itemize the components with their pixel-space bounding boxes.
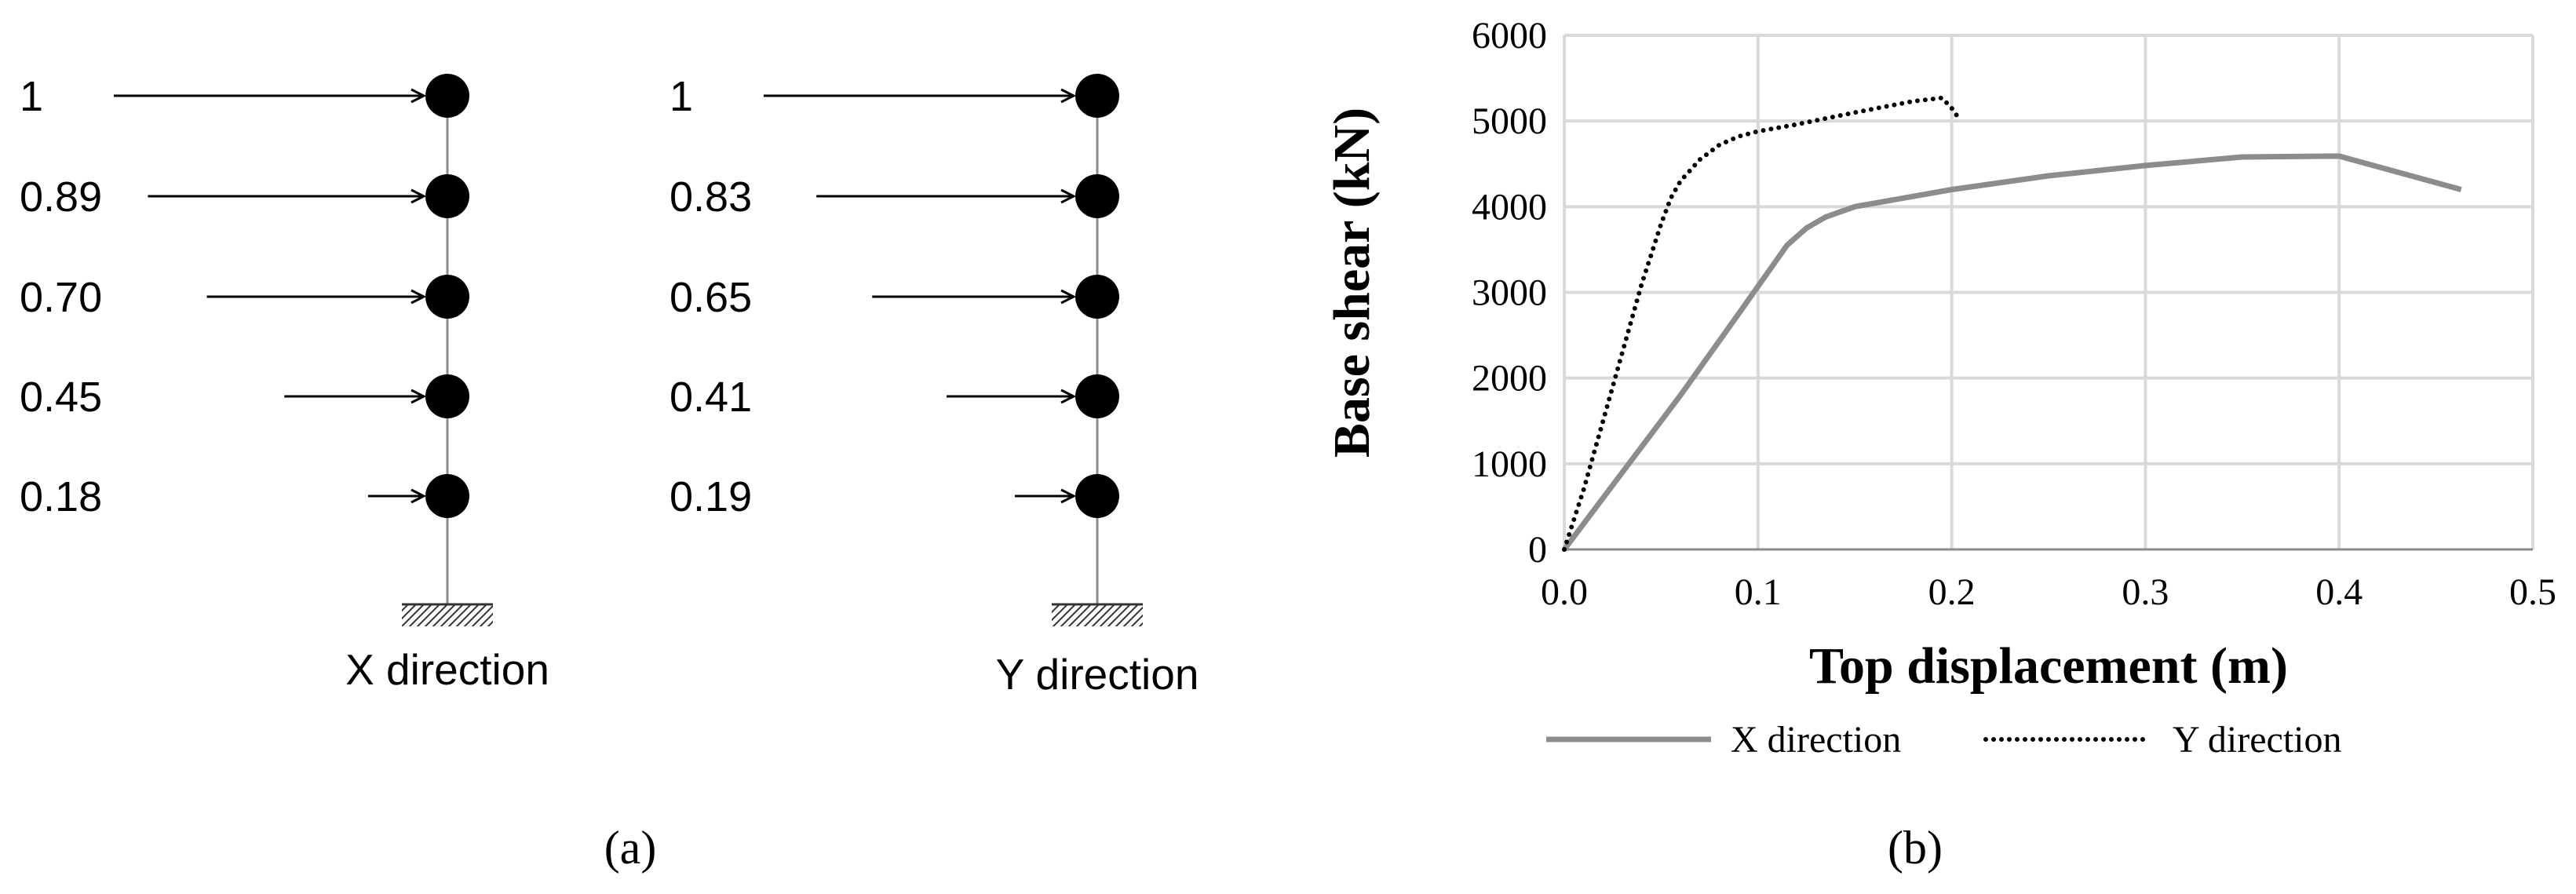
- load-column-x: 1 0.89 0.70 0.45 0.18: [20, 73, 493, 626]
- panel-a-caption: (a): [604, 822, 657, 874]
- direction-label-x: X direction: [345, 645, 549, 694]
- load-factor-label-x-direction: 0.18: [20, 473, 102, 520]
- floor-node-y-direction: [1075, 474, 1119, 518]
- y-tick-label: 4000: [1472, 186, 1547, 228]
- x-tick-label: 0.5: [2509, 571, 2556, 613]
- x-tick-label: 0.2: [1928, 571, 1976, 613]
- y-tick-label: 6000: [1472, 15, 1547, 57]
- floor-node-x-direction: [425, 275, 469, 319]
- x-tick-label: 0.3: [2122, 571, 2169, 613]
- y-tick-label: 2000: [1472, 358, 1547, 400]
- y-tick-label: 3000: [1472, 272, 1547, 314]
- load-factor-label-x-direction: 0.45: [20, 374, 102, 421]
- load-factor-label-y-direction: 0.83: [670, 173, 752, 221]
- x-tick-label: 0.1: [1735, 571, 1782, 613]
- x-tick-labels: 0.0 0.1 0.2 0.3 0.4 0.5: [1541, 571, 2556, 613]
- fixed-support-y-direction: [1052, 604, 1143, 626]
- y-tick-label: 5000: [1472, 100, 1547, 142]
- load-factor-label-y-direction: 0.19: [670, 473, 752, 520]
- y-tick-labels: 0 1000 2000 3000 4000 5000 6000: [1472, 15, 1547, 571]
- fixed-support-x-direction: [402, 604, 493, 626]
- floor-node-x-direction: [425, 74, 469, 118]
- y-axis-title: Base shear (kN): [1323, 108, 1381, 458]
- floor-node-x-direction: [425, 374, 469, 418]
- load-factor-label-y-direction: 0.41: [670, 374, 752, 421]
- load-column-y: 1 0.83 0.65 0.41 0.19: [670, 73, 1143, 626]
- load-factor-label-y-direction: 0.65: [670, 274, 752, 321]
- load-factor-label-x-direction: 0.89: [20, 173, 102, 221]
- floor-node-y-direction: [1075, 74, 1119, 118]
- panel-a: 1 0.89 0.70 0.45 0.18 1 0.83 0.65 0.41 0.19 X di…: [20, 73, 1199, 874]
- load-factor-label-y-direction: 1: [670, 73, 693, 120]
- gridlines: [1563, 34, 2534, 549]
- floor-node-x-direction: [425, 174, 469, 218]
- y-tick-label: 0: [1528, 529, 1547, 571]
- direction-label-y: Y direction: [996, 650, 1199, 699]
- floor-node-y-direction: [1075, 374, 1119, 418]
- legend-label-y-direction: Y direction: [2173, 719, 2341, 761]
- legend-label-x-direction: X direction: [1731, 719, 1901, 761]
- series-line-y-direction: [1562, 95, 1962, 552]
- legend: X direction Y direction: [1546, 719, 2341, 761]
- floor-node-y-direction: [1075, 174, 1119, 218]
- series-layer: [1562, 95, 2462, 552]
- x-tick-label: 0.0: [1541, 571, 1588, 613]
- y-tick-label: 1000: [1472, 443, 1547, 485]
- x-tick-label: 0.4: [2315, 571, 2363, 613]
- series-line-x-direction: [1562, 153, 2462, 552]
- panel-b-caption: (b): [1888, 822, 1943, 874]
- load-factor-label-x-direction: 0.70: [20, 274, 102, 321]
- floor-node-y-direction: [1075, 275, 1119, 319]
- floor-node-x-direction: [425, 474, 469, 518]
- load-factor-label-x-direction: 1: [20, 73, 43, 120]
- x-axis-title: Top displacement (m): [1809, 637, 2288, 695]
